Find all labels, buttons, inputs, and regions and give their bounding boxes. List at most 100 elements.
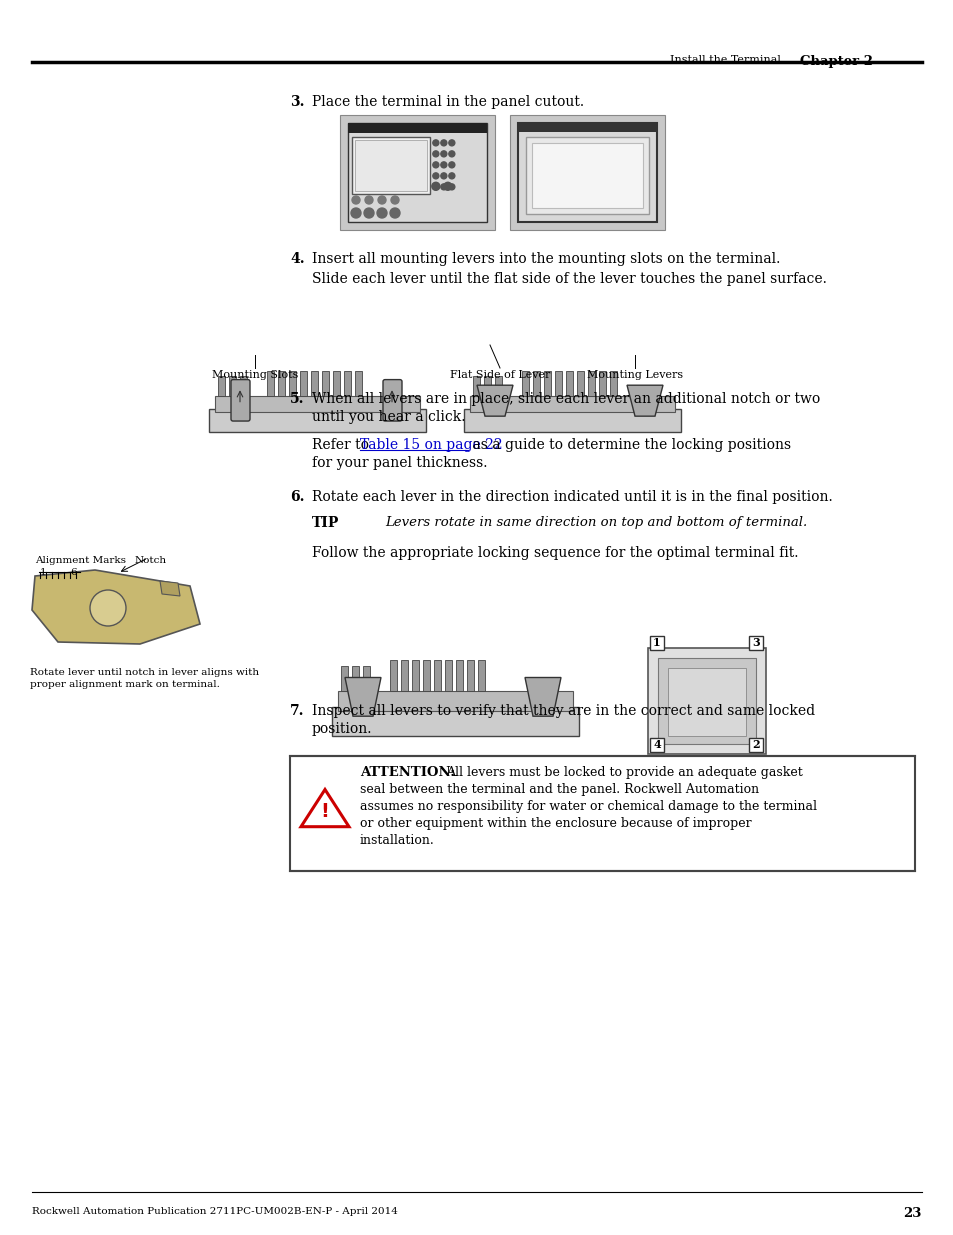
Bar bbox=[444, 659, 452, 692]
Text: Mounting Slots: Mounting Slots bbox=[212, 370, 298, 380]
Polygon shape bbox=[345, 678, 380, 716]
Text: 4: 4 bbox=[653, 740, 660, 751]
Bar bbox=[521, 370, 529, 396]
Bar bbox=[456, 659, 462, 692]
Text: 6.: 6. bbox=[290, 490, 304, 504]
Bar bbox=[229, 375, 235, 396]
Circle shape bbox=[351, 207, 360, 219]
Bar bbox=[277, 370, 285, 396]
Bar bbox=[658, 658, 755, 743]
Bar bbox=[517, 124, 657, 132]
Bar bbox=[363, 666, 370, 692]
Bar bbox=[337, 692, 573, 711]
Text: 1: 1 bbox=[40, 568, 47, 577]
Circle shape bbox=[433, 173, 438, 179]
Bar bbox=[477, 659, 484, 692]
Circle shape bbox=[440, 184, 446, 190]
Bar bbox=[214, 396, 419, 411]
Text: Rockwell Automation Publication 2711PC-UM002B-EN-P - April 2014: Rockwell Automation Publication 2711PC-U… bbox=[32, 1207, 397, 1216]
Text: or other equipment within the enclosure because of improper: or other equipment within the enclosure … bbox=[359, 818, 751, 830]
Bar bbox=[267, 370, 274, 396]
FancyBboxPatch shape bbox=[231, 379, 250, 421]
Text: TIP: TIP bbox=[312, 516, 339, 530]
Bar bbox=[495, 375, 501, 396]
Bar bbox=[352, 666, 358, 692]
Circle shape bbox=[440, 140, 446, 146]
Bar bbox=[577, 370, 583, 396]
Bar bbox=[533, 370, 539, 396]
Circle shape bbox=[448, 173, 455, 179]
Text: as a guide to determine the locking positions: as a guide to determine the locking posi… bbox=[468, 438, 790, 452]
Bar bbox=[647, 648, 765, 755]
Text: 7.: 7. bbox=[290, 704, 304, 718]
Circle shape bbox=[390, 207, 399, 219]
Circle shape bbox=[440, 151, 446, 157]
Polygon shape bbox=[301, 789, 349, 826]
Bar bbox=[748, 739, 762, 752]
Bar bbox=[348, 124, 486, 222]
Text: Rotate lever until notch in lever aligns with: Rotate lever until notch in lever aligns… bbox=[30, 668, 259, 677]
Bar bbox=[333, 370, 339, 396]
Bar bbox=[555, 370, 561, 396]
Text: for your panel thickness.: for your panel thickness. bbox=[312, 456, 487, 471]
Text: All levers must be locked to provide an adequate gasket: All levers must be locked to provide an … bbox=[446, 766, 801, 779]
Bar bbox=[543, 370, 551, 396]
Bar bbox=[348, 124, 486, 133]
Bar bbox=[355, 140, 426, 191]
Polygon shape bbox=[160, 580, 180, 597]
Text: Chapter 2: Chapter 2 bbox=[800, 56, 872, 68]
Bar bbox=[748, 636, 762, 650]
Bar bbox=[609, 370, 617, 396]
Text: Flat Side of Lever: Flat Side of Lever bbox=[450, 370, 550, 380]
Circle shape bbox=[440, 162, 446, 168]
Bar bbox=[390, 659, 396, 692]
Text: position.: position. bbox=[312, 722, 372, 736]
Circle shape bbox=[440, 173, 446, 179]
Bar bbox=[240, 375, 247, 396]
Circle shape bbox=[433, 140, 438, 146]
Text: 1: 1 bbox=[653, 637, 660, 648]
Polygon shape bbox=[626, 385, 662, 416]
Text: 2: 2 bbox=[751, 740, 759, 751]
Circle shape bbox=[364, 207, 374, 219]
Polygon shape bbox=[32, 571, 200, 643]
Bar bbox=[311, 370, 317, 396]
Text: Place the terminal in the panel cutout.: Place the terminal in the panel cutout. bbox=[312, 95, 583, 109]
Text: 3: 3 bbox=[751, 637, 760, 648]
Polygon shape bbox=[524, 678, 560, 716]
Bar bbox=[290, 756, 914, 871]
Text: seal between the terminal and the panel. Rockwell Automation: seal between the terminal and the panel.… bbox=[359, 783, 759, 797]
Bar bbox=[532, 143, 642, 207]
Text: Notch: Notch bbox=[135, 556, 167, 564]
Text: When all levers are in place, slide each lever an additional notch or two: When all levers are in place, slide each… bbox=[312, 391, 820, 406]
Text: !: ! bbox=[320, 802, 329, 821]
Bar bbox=[340, 666, 348, 692]
Circle shape bbox=[433, 162, 438, 168]
Text: Refer to: Refer to bbox=[312, 438, 373, 452]
Bar bbox=[289, 370, 295, 396]
Bar bbox=[483, 375, 491, 396]
Circle shape bbox=[352, 196, 359, 204]
Text: Inspect all levers to verify that they are in the correct and same locked: Inspect all levers to verify that they a… bbox=[312, 704, 814, 718]
Bar bbox=[525, 137, 648, 214]
Bar bbox=[463, 409, 680, 432]
Bar bbox=[355, 370, 361, 396]
Text: assumes no responsibility for water or chemical damage to the terminal: assumes no responsibility for water or c… bbox=[359, 800, 816, 813]
Circle shape bbox=[391, 196, 398, 204]
Bar bbox=[473, 375, 479, 396]
Text: 6: 6 bbox=[70, 568, 76, 577]
Bar bbox=[400, 659, 408, 692]
Bar bbox=[339, 115, 495, 230]
Circle shape bbox=[376, 207, 387, 219]
Bar bbox=[218, 375, 225, 396]
Bar bbox=[352, 137, 430, 194]
Bar bbox=[332, 708, 578, 736]
Circle shape bbox=[448, 151, 455, 157]
Text: Follow the appropriate locking sequence for the optimal terminal fit.: Follow the appropriate locking sequence … bbox=[312, 546, 798, 559]
Text: 4.: 4. bbox=[290, 252, 304, 266]
Text: Install the Terminal: Install the Terminal bbox=[669, 56, 781, 65]
Circle shape bbox=[448, 140, 455, 146]
Bar bbox=[598, 370, 605, 396]
Circle shape bbox=[432, 183, 439, 190]
Circle shape bbox=[90, 590, 126, 626]
